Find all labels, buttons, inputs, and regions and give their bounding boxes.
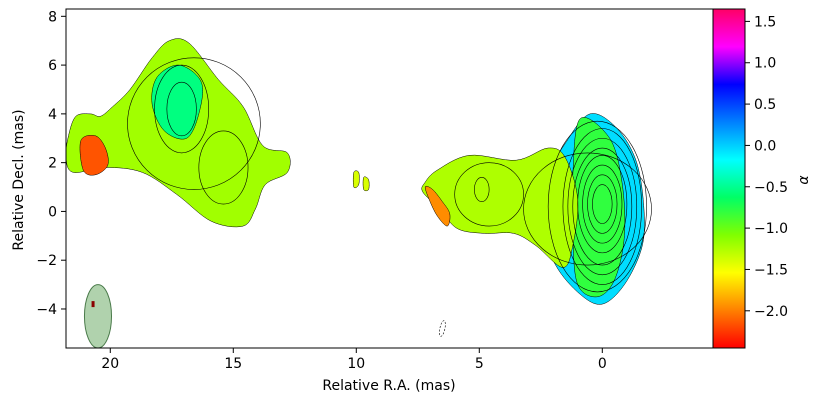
colorbar-tick-label: 1.5 bbox=[754, 14, 776, 30]
y-tick-label: 2 bbox=[48, 156, 57, 172]
x-axis-ticks: 20 15 10 5 0 bbox=[101, 348, 607, 372]
contour-14 bbox=[127, 57, 261, 190]
contour-10 bbox=[454, 162, 524, 227]
y-tick-label: −4 bbox=[36, 302, 57, 318]
x-axis-label: Relative R.A. (mas) bbox=[322, 378, 455, 394]
region-gap-blob-b bbox=[362, 176, 370, 192]
x-tick-label: 10 bbox=[347, 356, 365, 372]
noise-contour bbox=[439, 320, 446, 337]
colorbar-tick-label: 0.0 bbox=[754, 138, 776, 154]
y-tick-label: 6 bbox=[48, 58, 57, 74]
colorbar-ticks: 1.5 1.0 0.5 0.0 −0.5 −1.0 −1.5 −2.0 bbox=[745, 14, 788, 320]
contour-2 bbox=[582, 164, 623, 244]
colorbar-tick-label: −2.0 bbox=[754, 304, 788, 320]
colorbar bbox=[713, 9, 745, 348]
y-tick-label: 8 bbox=[48, 9, 57, 25]
contour-7 bbox=[547, 120, 647, 293]
colorbar-frame bbox=[712, 8, 746, 349]
colorbar-tick-label: −0.5 bbox=[754, 180, 788, 196]
x-tick-label: 0 bbox=[598, 356, 607, 372]
contour-5 bbox=[567, 137, 638, 276]
contour-6 bbox=[562, 128, 642, 285]
region-outer-lobe-steep-edge bbox=[79, 135, 109, 176]
x-tick-label: 5 bbox=[475, 356, 484, 372]
intensity-contours bbox=[127, 57, 652, 293]
y-axis-label: Relative Decl. (mas) bbox=[11, 109, 27, 250]
region-outer-lobe-bright bbox=[151, 64, 203, 140]
colorbar-tick-label: −1.0 bbox=[754, 221, 788, 237]
y-tick-label: 0 bbox=[48, 204, 57, 220]
contour-4 bbox=[572, 147, 633, 266]
colorbar-tick-label: 0.5 bbox=[754, 97, 776, 113]
contour-1 bbox=[587, 174, 618, 234]
y-tick-label: −2 bbox=[36, 253, 57, 269]
beam-ellipse bbox=[83, 284, 113, 348]
beam-marker bbox=[91, 301, 95, 308]
y-tick-label: 4 bbox=[48, 107, 57, 123]
region-inner-jet-steep-edge bbox=[424, 185, 451, 227]
colorbar-tick-label: −1.5 bbox=[754, 262, 788, 278]
contour-8 bbox=[523, 152, 652, 266]
contour-9 bbox=[474, 176, 490, 202]
colorbar-tick-label: 1.0 bbox=[754, 56, 776, 72]
y-axis-ticks: 8 6 4 2 0 −2 −4 bbox=[36, 9, 66, 318]
contour-11 bbox=[166, 81, 197, 137]
alpha-regions bbox=[66, 38, 645, 305]
colorbar-label: α bbox=[796, 175, 812, 185]
contour-0 bbox=[592, 184, 613, 224]
x-tick-label: 15 bbox=[224, 356, 242, 372]
region-gap-blob-a bbox=[352, 170, 360, 189]
contour-12 bbox=[154, 64, 209, 154]
x-tick-label: 20 bbox=[101, 356, 119, 372]
contour-3 bbox=[577, 155, 628, 254]
contour-13 bbox=[198, 130, 249, 205]
